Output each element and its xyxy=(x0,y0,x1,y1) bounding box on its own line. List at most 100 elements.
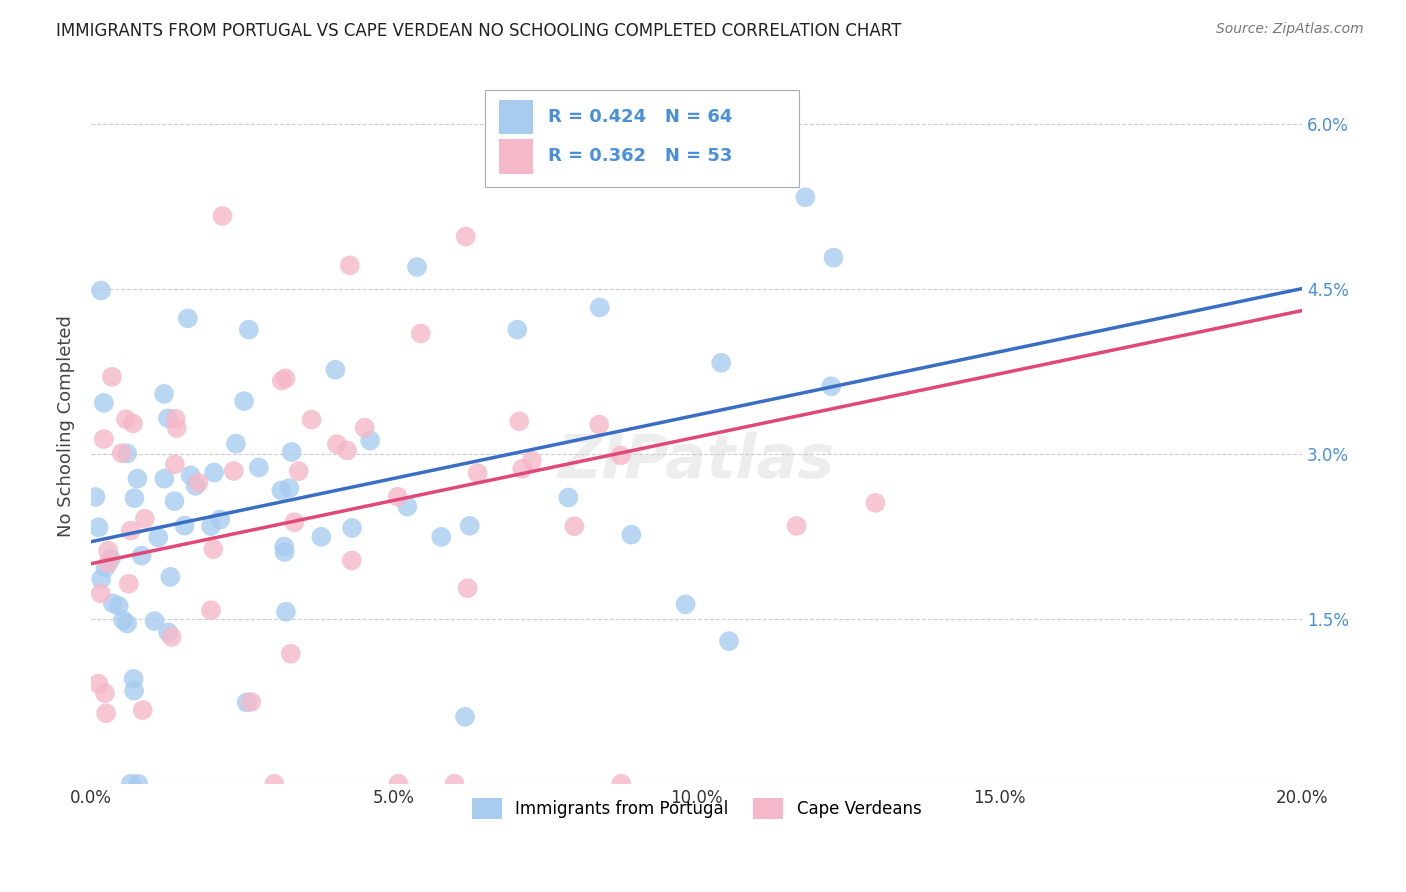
Point xyxy=(467,466,489,480)
Point xyxy=(115,616,138,631)
Point xyxy=(90,284,112,298)
Point xyxy=(184,479,207,493)
Point xyxy=(564,519,586,533)
Point xyxy=(180,468,202,483)
Point xyxy=(111,613,134,627)
Point xyxy=(127,472,149,486)
Point xyxy=(94,686,117,700)
Point xyxy=(115,412,138,426)
Point xyxy=(609,448,631,462)
Point xyxy=(100,552,122,566)
Point xyxy=(200,519,222,533)
Point xyxy=(163,494,186,508)
Point xyxy=(90,572,112,586)
Point xyxy=(235,695,257,709)
Y-axis label: No Schooling Completed: No Schooling Completed xyxy=(58,315,75,537)
Point xyxy=(557,491,579,505)
Point xyxy=(280,445,302,459)
Point xyxy=(93,396,115,410)
Text: Source: ZipAtlas.com: Source: ZipAtlas.com xyxy=(1216,22,1364,37)
Point xyxy=(165,412,187,426)
Point xyxy=(94,706,117,721)
Text: R = 0.424   N = 64: R = 0.424 N = 64 xyxy=(547,108,733,126)
Point xyxy=(209,512,232,526)
Point xyxy=(263,777,285,791)
Point xyxy=(122,417,145,431)
Point xyxy=(202,466,225,480)
Point xyxy=(211,209,233,223)
Point xyxy=(163,457,186,471)
Point xyxy=(156,411,179,425)
Point xyxy=(159,570,181,584)
Point xyxy=(122,683,145,698)
Point xyxy=(396,500,419,514)
Point xyxy=(278,481,301,495)
Point xyxy=(443,777,465,791)
Point xyxy=(458,518,481,533)
Point xyxy=(84,490,107,504)
Point xyxy=(233,394,256,409)
Point xyxy=(325,363,347,377)
Point xyxy=(97,556,120,570)
Point xyxy=(118,577,141,591)
Point xyxy=(430,530,453,544)
Point xyxy=(510,462,533,476)
Text: ZIPatlas: ZIPatlas xyxy=(558,433,835,491)
Bar xyxy=(499,100,533,135)
Point xyxy=(127,777,149,791)
Point xyxy=(340,521,363,535)
Point xyxy=(311,530,333,544)
Point xyxy=(786,519,808,533)
Point xyxy=(283,515,305,529)
Point xyxy=(823,251,845,265)
Point xyxy=(387,777,409,791)
Point xyxy=(90,586,112,600)
Point xyxy=(200,603,222,617)
Point xyxy=(508,414,530,428)
Point xyxy=(273,540,295,554)
Point xyxy=(820,379,842,393)
Point xyxy=(101,369,124,384)
Point xyxy=(240,695,263,709)
Point xyxy=(87,520,110,534)
Text: IMMIGRANTS FROM PORTUGAL VS CAPE VERDEAN NO SCHOOLING COMPLETED CORRELATION CHAR: IMMIGRANTS FROM PORTUGAL VS CAPE VERDEAN… xyxy=(56,22,901,40)
Point xyxy=(287,464,309,478)
Point xyxy=(339,258,361,272)
Point xyxy=(409,326,432,341)
Point xyxy=(157,625,180,640)
Point xyxy=(274,371,297,385)
Point xyxy=(93,432,115,446)
Point xyxy=(131,703,153,717)
Point xyxy=(273,545,295,559)
Point xyxy=(247,460,270,475)
Point xyxy=(115,446,138,460)
Point xyxy=(134,512,156,526)
Point xyxy=(111,446,134,460)
Point xyxy=(589,301,612,315)
Point xyxy=(148,531,170,545)
Point xyxy=(160,630,183,644)
Point xyxy=(359,434,381,448)
Point xyxy=(506,323,529,337)
Point xyxy=(710,356,733,370)
Point xyxy=(107,599,129,613)
Point xyxy=(270,483,292,498)
Point xyxy=(270,374,292,388)
Point xyxy=(97,543,120,558)
Point xyxy=(166,421,188,435)
Point xyxy=(717,634,740,648)
Point xyxy=(610,777,633,791)
Point xyxy=(153,472,176,486)
Point xyxy=(143,614,166,628)
Point xyxy=(274,605,297,619)
Point xyxy=(120,777,142,791)
Text: R = 0.362   N = 53: R = 0.362 N = 53 xyxy=(547,147,733,166)
Point xyxy=(94,560,117,574)
Point xyxy=(457,581,479,595)
Point xyxy=(101,596,124,610)
Point xyxy=(865,496,887,510)
Point xyxy=(620,527,643,541)
Point xyxy=(340,553,363,567)
Point xyxy=(336,443,359,458)
Point xyxy=(222,464,245,478)
